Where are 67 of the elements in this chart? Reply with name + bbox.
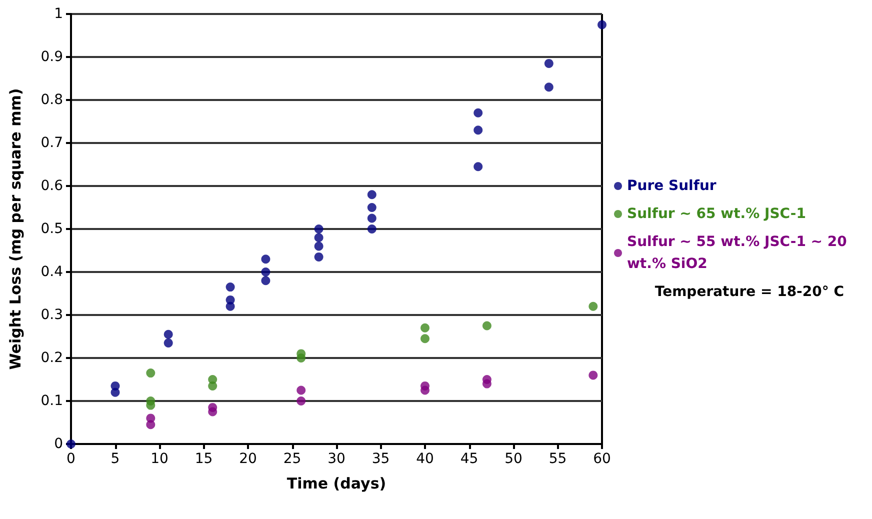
point bbox=[367, 203, 376, 212]
point bbox=[208, 381, 218, 390]
point bbox=[226, 282, 235, 292]
y-tick-label: 1 bbox=[54, 6, 63, 22]
point bbox=[420, 334, 430, 344]
point bbox=[296, 386, 306, 395]
point bbox=[146, 368, 156, 378]
point bbox=[474, 162, 483, 172]
x-tick-label: 0 bbox=[66, 451, 76, 467]
point bbox=[482, 321, 492, 330]
point bbox=[296, 396, 306, 406]
point bbox=[208, 407, 218, 416]
y-tick-label: 0.6 bbox=[40, 178, 64, 194]
x-tick-label: 40 bbox=[416, 451, 434, 467]
x-tick-label: 25 bbox=[283, 451, 302, 467]
point bbox=[598, 20, 606, 30]
legend-label: Sulfur ~ 55 wt.% JSC-1 ~ 20 wt.% SiO2 bbox=[627, 234, 852, 272]
point bbox=[544, 82, 554, 92]
text: Temperature = 18-20° C bbox=[654, 284, 844, 300]
x-tick-label: 35 bbox=[372, 451, 390, 467]
point bbox=[164, 338, 173, 348]
point bbox=[261, 276, 270, 286]
y-tick-label: 0.1 bbox=[40, 393, 63, 409]
point bbox=[588, 370, 598, 380]
point bbox=[420, 323, 430, 332]
y-tick-label: 0.9 bbox=[40, 49, 63, 65]
legend-label: Sulfur ~ 65 wt.% JSC-1 bbox=[627, 206, 806, 222]
x-tick-label: 55 bbox=[548, 451, 567, 467]
point bbox=[164, 330, 173, 339]
y-tick-label: 0.8 bbox=[40, 92, 63, 108]
y-tick-label: 0.7 bbox=[40, 135, 63, 151]
point bbox=[314, 224, 324, 234]
point bbox=[367, 190, 376, 200]
x-tick-label: 20 bbox=[239, 451, 257, 467]
point bbox=[261, 254, 270, 264]
legend-label: Pure Sulfur bbox=[627, 178, 716, 194]
point bbox=[367, 224, 376, 234]
y-tick-label: 0.3 bbox=[40, 307, 63, 323]
point bbox=[420, 386, 430, 395]
x-tick-label: 60 bbox=[593, 451, 611, 467]
y-axis-title: Weight Loss (mg per square mm) bbox=[6, 88, 24, 370]
point bbox=[296, 354, 306, 362]
y-tick-label: 0.2 bbox=[40, 350, 63, 366]
x-tick-label: 5 bbox=[110, 451, 120, 467]
point bbox=[474, 126, 483, 135]
point bbox=[544, 58, 554, 68]
x-tick-label: 50 bbox=[504, 451, 522, 467]
x-tick-label: 45 bbox=[460, 451, 478, 467]
point bbox=[146, 400, 156, 410]
point bbox=[261, 268, 270, 276]
point bbox=[314, 242, 324, 251]
point bbox=[226, 302, 235, 311]
point bbox=[482, 379, 492, 388]
x-tick-label: 10 bbox=[150, 451, 168, 467]
x-tick-label: 15 bbox=[194, 451, 213, 467]
point bbox=[110, 388, 120, 397]
point bbox=[146, 420, 156, 430]
y-tick-label: 0.5 bbox=[40, 221, 63, 237]
y-tick-label: 0 bbox=[54, 436, 63, 452]
x-axis-title: Time (days) bbox=[286, 474, 386, 492]
point bbox=[367, 214, 376, 223]
point bbox=[588, 302, 598, 311]
x-tick-label: 30 bbox=[328, 451, 346, 467]
point bbox=[474, 108, 483, 118]
y-tick-label: 0.4 bbox=[40, 264, 64, 280]
point bbox=[314, 252, 324, 262]
point bbox=[314, 233, 324, 242]
